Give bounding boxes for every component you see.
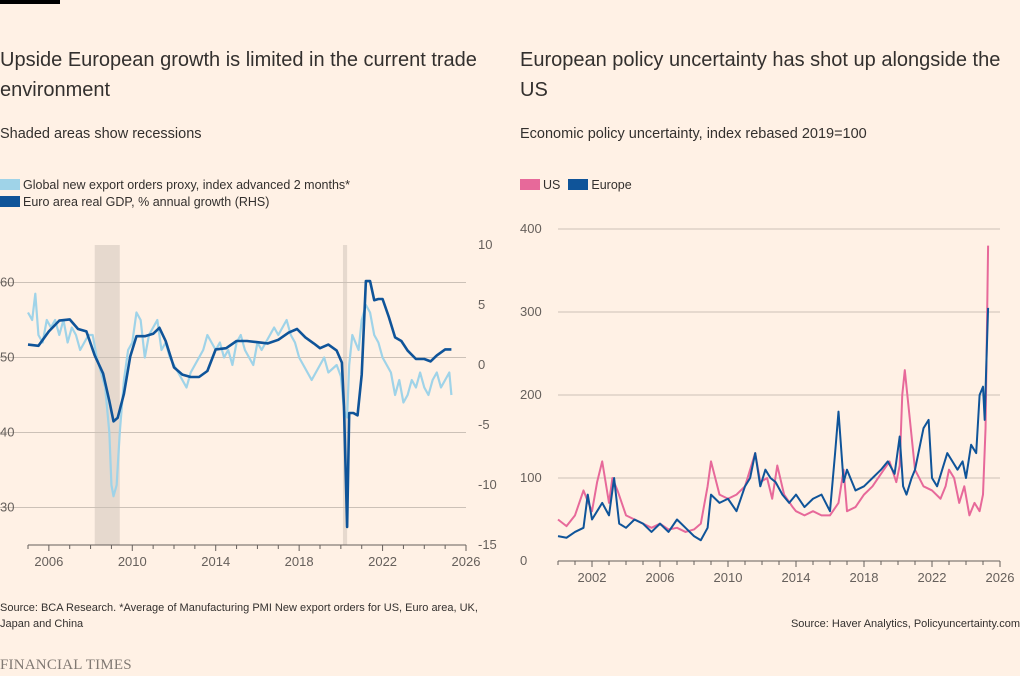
y-tick-label-right: -10 <box>478 477 497 492</box>
series-line-us <box>557 245 990 533</box>
legend-label: Global new export orders proxy, index ad… <box>23 177 351 192</box>
ft-logo: FINANCIAL TIMES <box>0 657 132 673</box>
y-tick-label-left: 50 <box>0 350 14 365</box>
x-tick-label: 2018 <box>850 570 879 585</box>
chart-title: European policy uncertainty has shot up … <box>520 49 1001 101</box>
legend-swatch-dark-blue <box>0 196 20 207</box>
y-tick-label-right: 0 <box>478 357 485 372</box>
y-tick-label-right: 10 <box>478 237 492 252</box>
left-chart-panel: Upside European growth is limited in the… <box>0 0 505 676</box>
legend-label: US <box>543 177 561 192</box>
x-tick-label: 2022 <box>918 570 947 585</box>
chart-title: Upside European growth is limited in the… <box>0 49 477 101</box>
y-tick-label-left: 60 <box>0 275 14 290</box>
legend-item-europe: Europe <box>568 177 632 192</box>
y-tick-label: 100 <box>520 470 542 485</box>
x-tick-label: 2026 <box>986 570 1015 585</box>
x-tick-label: 2014 <box>782 570 811 585</box>
x-tick-label: 2002 <box>578 570 607 585</box>
chart-source: Source: Haver Analytics, Policyuncertain… <box>790 618 1020 630</box>
legend-swatch-pink <box>520 179 540 190</box>
y-tick-label-right: 5 <box>478 297 485 312</box>
y-tick-label: 0 <box>520 553 527 568</box>
x-tick-label: 2018 <box>285 554 314 569</box>
x-tick-label: 2006 <box>646 570 675 585</box>
legend-item-export-orders: Global new export orders proxy, index ad… <box>0 176 350 193</box>
legend-swatch-light-blue <box>0 179 20 190</box>
series-line-euro-gdp <box>27 279 452 529</box>
y-tick-label: 200 <box>520 387 542 402</box>
x-tick-label: 2014 <box>201 554 230 569</box>
right-chart-panel: European policy uncertainty has shot up … <box>520 0 1020 676</box>
x-tick-label: 2010 <box>714 570 743 585</box>
legend-item-gdp: Euro area real GDP, % annual growth (RHS… <box>0 193 350 210</box>
chart-legend: US Europe <box>520 176 640 193</box>
right-line-chart: 0 100 200 300 400 2002 2006 2010 2014 2018 2022 202… <box>520 221 1015 585</box>
legend-item-us: US <box>520 178 560 192</box>
y-tick-label-right: -5 <box>478 417 490 432</box>
y-tick-label: 400 <box>520 221 542 236</box>
legend-label: Euro area real GDP, % annual growth (RHS… <box>23 194 270 209</box>
chart-subtitle: Economic policy uncertainty, index rebas… <box>520 126 867 142</box>
x-tick-label: 2010 <box>118 554 147 569</box>
y-tick-label-right: -15 <box>478 537 497 552</box>
y-tick-label-left: 40 <box>0 425 14 440</box>
series-line-europe <box>557 307 990 542</box>
chart-legend: Global new export orders proxy, index ad… <box>0 176 350 210</box>
chart-source: Source: BCA Research. *Average of Manufa… <box>0 602 478 630</box>
ft-top-bar <box>0 0 60 4</box>
x-tick-label: 2006 <box>34 554 63 569</box>
chart-subtitle: Shaded areas show recessions <box>0 126 202 142</box>
recession-band <box>342 245 348 545</box>
y-tick-label: 300 <box>520 304 542 319</box>
left-line-chart: 30 40 50 60 -15 -10 -5 0 5 10 2006 2010 2014 2018 2022… <box>0 237 497 569</box>
series-line-export-orders <box>27 292 453 498</box>
legend-swatch-dark-blue <box>568 179 589 190</box>
legend-label: Europe <box>591 177 632 192</box>
y-tick-label-left: 30 <box>0 500 14 515</box>
x-tick-label: 2026 <box>452 554 481 569</box>
x-tick-label: 2022 <box>368 554 397 569</box>
